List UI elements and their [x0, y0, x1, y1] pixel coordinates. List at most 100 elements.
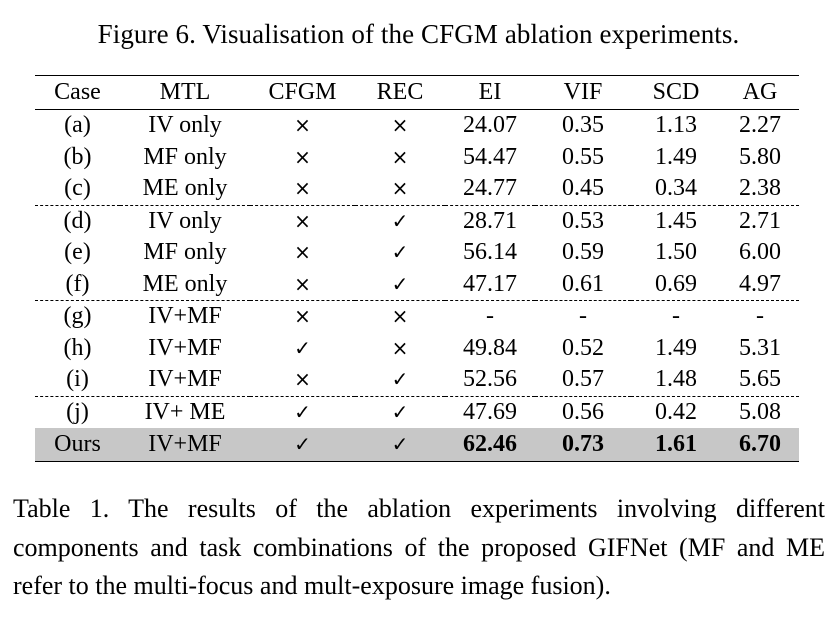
table-row: (c) ME only × × 24.77 0.45 0.34 2.38 [35, 173, 799, 206]
table-row: (d) IV only × ✓ 28.71 0.53 1.45 2.71 [35, 205, 799, 237]
cell-mtl: ME only [120, 173, 250, 206]
cell-mtl: IV+MF [148, 334, 222, 361]
header-scd: SCD [631, 75, 721, 110]
cell-cfgm: ✓ [294, 335, 311, 360]
figure-caption: Figure 6. Visualisation of the CFGM abla… [97, 19, 740, 49]
table-row: (g) IV+MF × × - - - - [35, 301, 799, 333]
cell-vif: 0.59 [562, 239, 604, 266]
cell-ei: 24.07 [463, 112, 517, 139]
cell-vif: 0.56 [562, 398, 604, 425]
cell-cfgm: ✓ [250, 428, 355, 462]
header-ag: AG [721, 75, 799, 110]
cell-ag: - [756, 303, 764, 330]
cell-vif: 0.45 [535, 173, 631, 206]
table-row: (a) IV only × × 24.07 0.35 1.13 2.27 [35, 110, 799, 142]
cell-scd: 1.48 [631, 364, 721, 397]
cell-rec: × [391, 144, 409, 169]
cell-vif: 0.57 [535, 364, 631, 397]
cell-ei: 56.14 [463, 239, 517, 266]
cell-ag: 6.00 [739, 239, 781, 266]
table-row: (i) IV+MF × ✓ 52.56 0.57 1.48 5.65 [35, 364, 799, 397]
cell-scd: 0.34 [631, 173, 721, 206]
cell-ei: 54.47 [463, 143, 517, 170]
table-row-ours: Ours IV+MF ✓ ✓ 62.46 0.73 1.61 6.70 [35, 428, 799, 462]
header-ei: EI [445, 75, 535, 110]
cell-case: Ours [35, 428, 120, 462]
cell-cfgm: × [294, 144, 311, 169]
cell-case: (i) [35, 364, 120, 397]
header-cfgm: CFGM [250, 75, 355, 110]
table-row: (b) MF only × × 54.47 0.55 1.49 5.80 [35, 142, 799, 174]
cell-cfgm: × [250, 268, 355, 301]
cell-scd: 1.45 [655, 207, 697, 234]
cell-case: (f) [35, 268, 120, 301]
cell-ag: 6.70 [721, 428, 799, 462]
cell-ag: 2.71 [739, 207, 781, 234]
table-caption: Table 1. The results of the ablation exp… [13, 494, 825, 600]
cell-scd: - [672, 303, 680, 330]
cell-ei: 62.46 [445, 428, 535, 462]
cell-vif: - [579, 303, 587, 330]
cell-ei: 52.56 [445, 364, 535, 397]
table-row: (j) IV+ ME ✓ ✓ 47.69 0.56 0.42 5.08 [35, 396, 799, 428]
table-row: (e) MF only × ✓ 56.14 0.59 1.50 6.00 [35, 237, 799, 269]
cell-mtl: IV only [148, 112, 222, 139]
cell-scd: 0.69 [631, 268, 721, 301]
cell-case: (c) [35, 173, 120, 206]
cell-cfgm: × [294, 113, 311, 138]
cell-mtl: MF only [143, 143, 227, 170]
table-body: (a) IV only × × 24.07 0.35 1.13 2.27 (b)… [35, 110, 799, 462]
cell-ei: 47.17 [445, 268, 535, 301]
table-row: (h) IV+MF ✓ × 49.84 0.52 1.49 5.31 [35, 333, 799, 365]
cell-rec: ✓ [355, 268, 445, 301]
cell-case: (g) [63, 303, 92, 330]
cell-mtl: IV+MF [148, 303, 222, 330]
cell-mtl: MF only [143, 239, 227, 266]
cell-ei: 24.77 [445, 173, 535, 206]
cell-scd: 1.13 [655, 112, 697, 139]
cell-scd: 1.61 [631, 428, 721, 462]
cell-ei: 47.69 [463, 398, 517, 425]
cell-ei: 28.71 [463, 207, 517, 234]
cell-vif: 0.35 [562, 112, 604, 139]
header-rec: REC [355, 75, 445, 110]
ablation-table: Case MTL CFGM REC EI VIF SCD AG (a) IV o… [35, 75, 799, 462]
table-row: (f) ME only × ✓ 47.17 0.61 0.69 4.97 [35, 268, 799, 301]
cell-ei: - [486, 303, 494, 330]
cell-vif: 0.52 [562, 334, 604, 361]
cell-ag: 5.65 [721, 364, 799, 397]
header-mtl: MTL [120, 75, 250, 110]
cell-cfgm: × [250, 364, 355, 397]
cell-rec: × [391, 335, 409, 360]
cell-vif: 0.61 [535, 268, 631, 301]
cell-ei: 49.84 [463, 334, 517, 361]
cell-mtl: IV+MF [120, 364, 250, 397]
cell-ag: 5.80 [739, 143, 781, 170]
cell-rec: × [391, 113, 409, 138]
cell-cfgm: ✓ [294, 399, 311, 424]
cell-rec: ✓ [391, 240, 409, 265]
cell-case: (e) [64, 239, 91, 266]
cell-cfgm: × [250, 173, 355, 206]
cell-rec: ✓ [355, 364, 445, 397]
cell-ag: 5.08 [739, 398, 781, 425]
cell-rec: ✓ [355, 428, 445, 462]
table-header-row: Case MTL CFGM REC EI VIF SCD AG [35, 75, 799, 110]
cell-scd: 1.49 [655, 334, 697, 361]
cell-scd: 1.49 [655, 143, 697, 170]
cell-ag: 4.97 [721, 268, 799, 301]
cell-ag: 5.31 [739, 334, 781, 361]
cell-vif: 0.73 [535, 428, 631, 462]
cell-case: (h) [63, 334, 92, 361]
cell-mtl: IV+MF [120, 428, 250, 462]
cell-ag: 2.27 [739, 112, 781, 139]
cell-mtl: IV only [148, 207, 222, 234]
cell-vif: 0.55 [562, 143, 604, 170]
cell-rec: ✓ [391, 208, 409, 233]
cell-rec: ✓ [391, 399, 409, 424]
cell-rec: × [355, 173, 445, 206]
cell-case: (d) [63, 207, 92, 234]
cell-vif: 0.53 [562, 207, 604, 234]
cell-rec: × [391, 304, 409, 329]
cell-case: (a) [64, 112, 91, 139]
